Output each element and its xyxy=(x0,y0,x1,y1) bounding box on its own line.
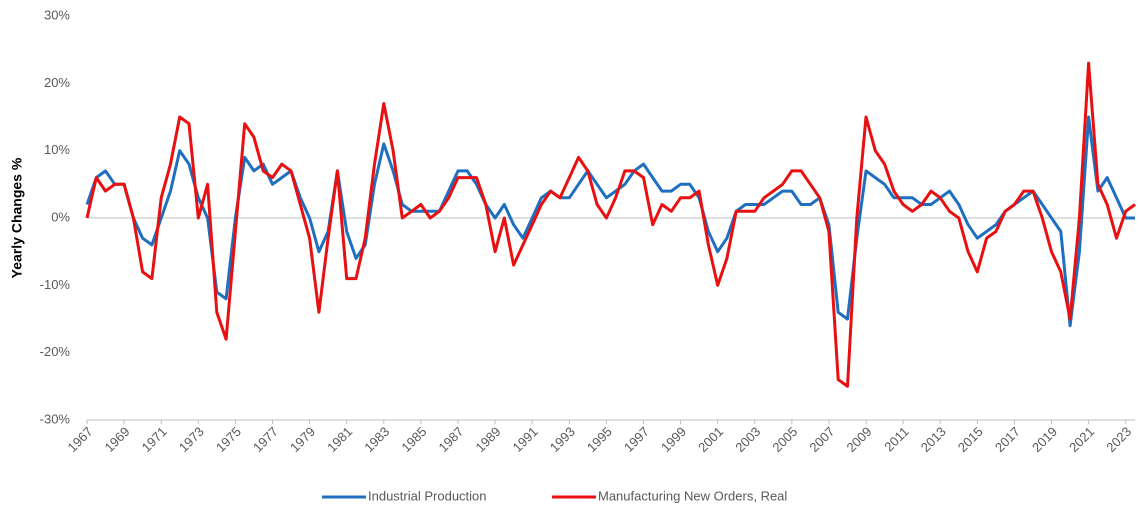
x-tick-label: 2017 xyxy=(992,424,1023,455)
y-tick-label: 30% xyxy=(44,7,70,22)
x-tick-label: 1991 xyxy=(510,424,541,455)
x-tick-label: 2003 xyxy=(732,424,763,455)
x-tick-label: 1985 xyxy=(398,424,429,455)
x-tick-label: 1987 xyxy=(435,424,466,455)
x-tick-label: 1995 xyxy=(584,424,615,455)
y-tick-label: 10% xyxy=(44,142,70,157)
y-tick-label: -30% xyxy=(40,411,71,426)
x-tick-label: 2019 xyxy=(1029,424,1060,455)
legend-label: Industrial Production xyxy=(368,488,487,503)
y-tick-label: 20% xyxy=(44,75,70,90)
x-tick-label: 2011 xyxy=(881,424,911,454)
x-tick-label: 2015 xyxy=(955,424,986,455)
x-tick-label: 1973 xyxy=(176,424,207,455)
x-tick-label: 2009 xyxy=(844,424,875,455)
y-tick-label: -10% xyxy=(40,277,71,292)
x-tick-label: 1971 xyxy=(139,424,170,455)
x-tick-label: 2001 xyxy=(695,424,726,455)
y-axis-label: Yearly Changes % xyxy=(9,157,25,278)
series-line xyxy=(85,61,1136,388)
y-tick-label: -20% xyxy=(40,344,71,359)
x-tick-label: 1979 xyxy=(287,424,318,455)
x-tick-label: 1989 xyxy=(473,424,504,455)
x-tick-label: 1997 xyxy=(621,424,652,455)
x-tick-label: 1969 xyxy=(102,424,133,455)
x-tick-label: 1981 xyxy=(324,424,355,455)
x-tick-label: 2013 xyxy=(918,424,949,455)
legend-label: Manufacturing New Orders, Real xyxy=(598,488,787,503)
x-tick-label: 1999 xyxy=(658,424,689,455)
x-tick-label: 2021 xyxy=(1066,424,1097,455)
x-tick-label: 1975 xyxy=(213,424,244,455)
x-tick-label: 2007 xyxy=(806,424,837,455)
x-tick-label: 1983 xyxy=(361,424,392,455)
x-tick-label: 1993 xyxy=(547,424,578,455)
series-line xyxy=(85,115,1135,328)
x-tick-label: 1967 xyxy=(64,424,95,455)
y-tick-label: 0% xyxy=(51,209,70,224)
x-tick-label: 2005 xyxy=(769,424,800,455)
x-tick-label: 1977 xyxy=(250,424,281,455)
x-tick-label: 2023 xyxy=(1103,424,1134,455)
